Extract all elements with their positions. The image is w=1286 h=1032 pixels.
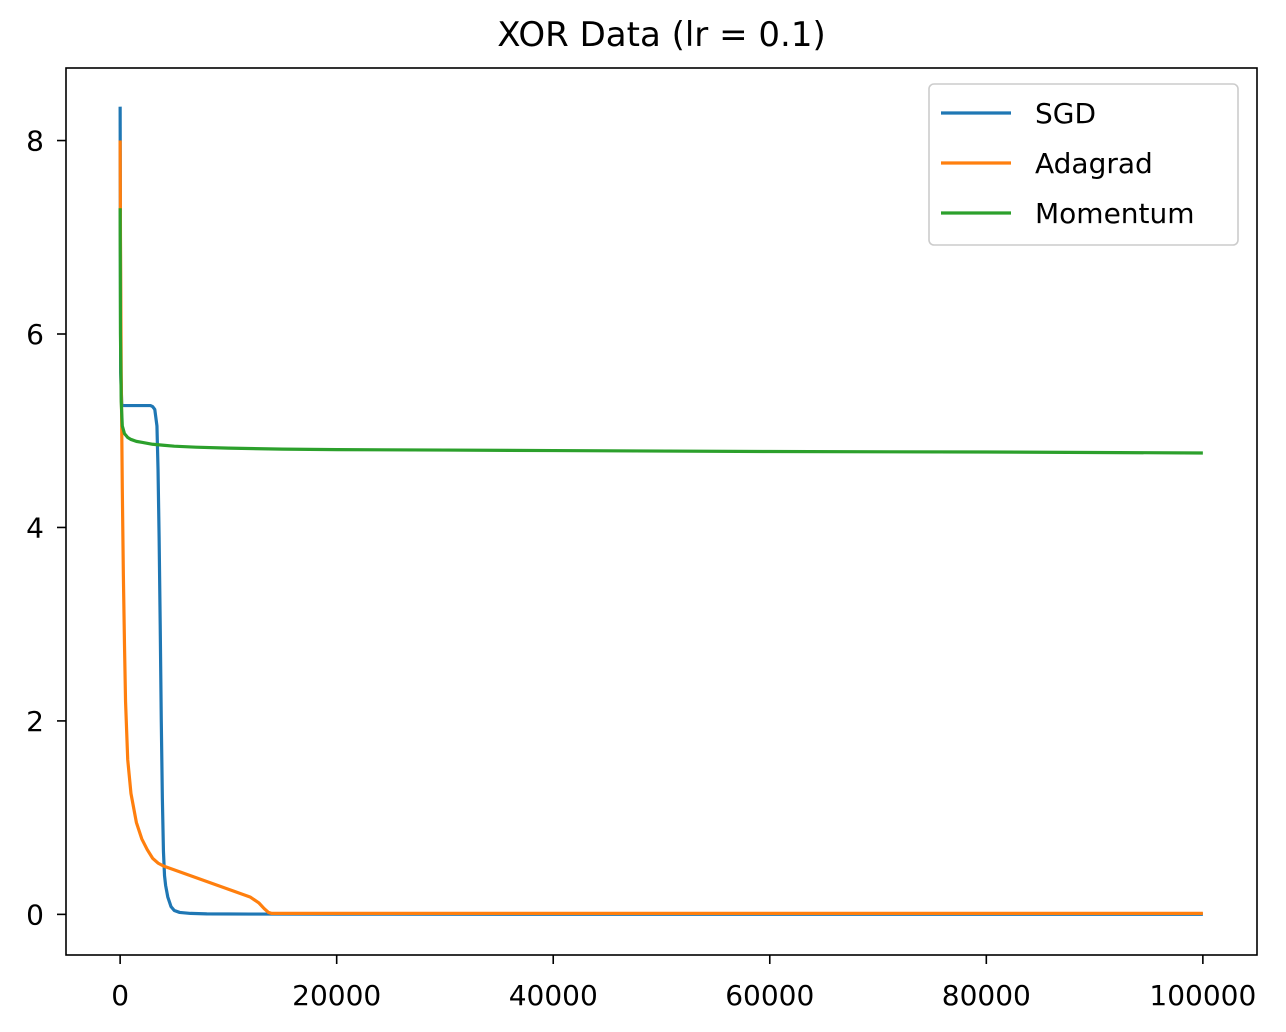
- y-tick-label: 6: [26, 318, 44, 351]
- legend-label-adagrad: Adagrad: [1035, 147, 1153, 180]
- legend: SGD Adagrad Momentum: [928, 83, 1239, 246]
- x-tick-label: 0: [111, 979, 129, 1012]
- y-axis: 0 2 4 6 8: [26, 125, 66, 931]
- series-layer: [118, 106, 1203, 916]
- y-tick-label: 2: [26, 705, 44, 738]
- x-tick-label: 40000: [509, 979, 598, 1012]
- y-tick-label: 0: [26, 898, 44, 931]
- legend-box: [928, 83, 1239, 246]
- x-tick-label: 80000: [942, 979, 1031, 1012]
- x-tick-label: 60000: [725, 979, 814, 1012]
- legend-label-sgd: SGD: [1035, 97, 1096, 130]
- series-line-momentum: [118, 208, 1203, 455]
- plot-frame: [65, 67, 1258, 956]
- x-axis: 0 20000 40000 60000 80000 100000: [111, 955, 1256, 1012]
- series-line-adagrad: [118, 140, 1203, 916]
- chart-title: XOR Data (lr = 0.1): [497, 15, 825, 55]
- series-line-sgd: [118, 106, 1203, 916]
- y-tick-label: 8: [26, 125, 44, 158]
- x-tick-label: 20000: [292, 979, 381, 1012]
- legend-label-momentum: Momentum: [1035, 197, 1195, 230]
- x-tick-label: 100000: [1149, 979, 1256, 1012]
- y-tick-label: 4: [26, 511, 44, 544]
